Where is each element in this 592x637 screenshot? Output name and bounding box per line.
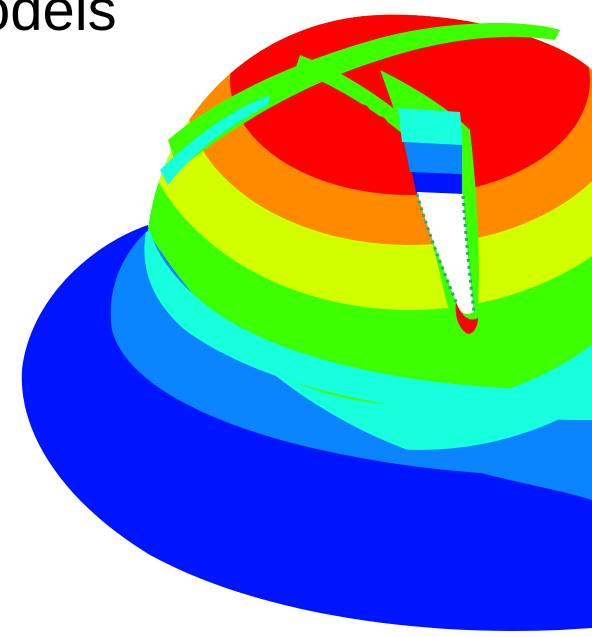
slot-band-base xyxy=(412,172,462,194)
slot-band-blue xyxy=(404,142,462,174)
seam-streak-left xyxy=(160,95,270,185)
slot-mesh-edge-right xyxy=(461,195,476,313)
seam-streak-ridge xyxy=(295,55,420,140)
slot-mesh-edge xyxy=(415,193,458,303)
dome-lower-cyan xyxy=(144,230,592,420)
seam-streak-upper xyxy=(168,23,560,170)
slot-highlight xyxy=(417,192,474,314)
slot-band-cyan xyxy=(398,108,462,145)
slide-title-fragment: odels xyxy=(0,0,117,43)
seam-fleck-red-2 xyxy=(369,115,388,135)
seam-fleck-red xyxy=(350,104,371,122)
slot-tip-red xyxy=(455,302,478,334)
